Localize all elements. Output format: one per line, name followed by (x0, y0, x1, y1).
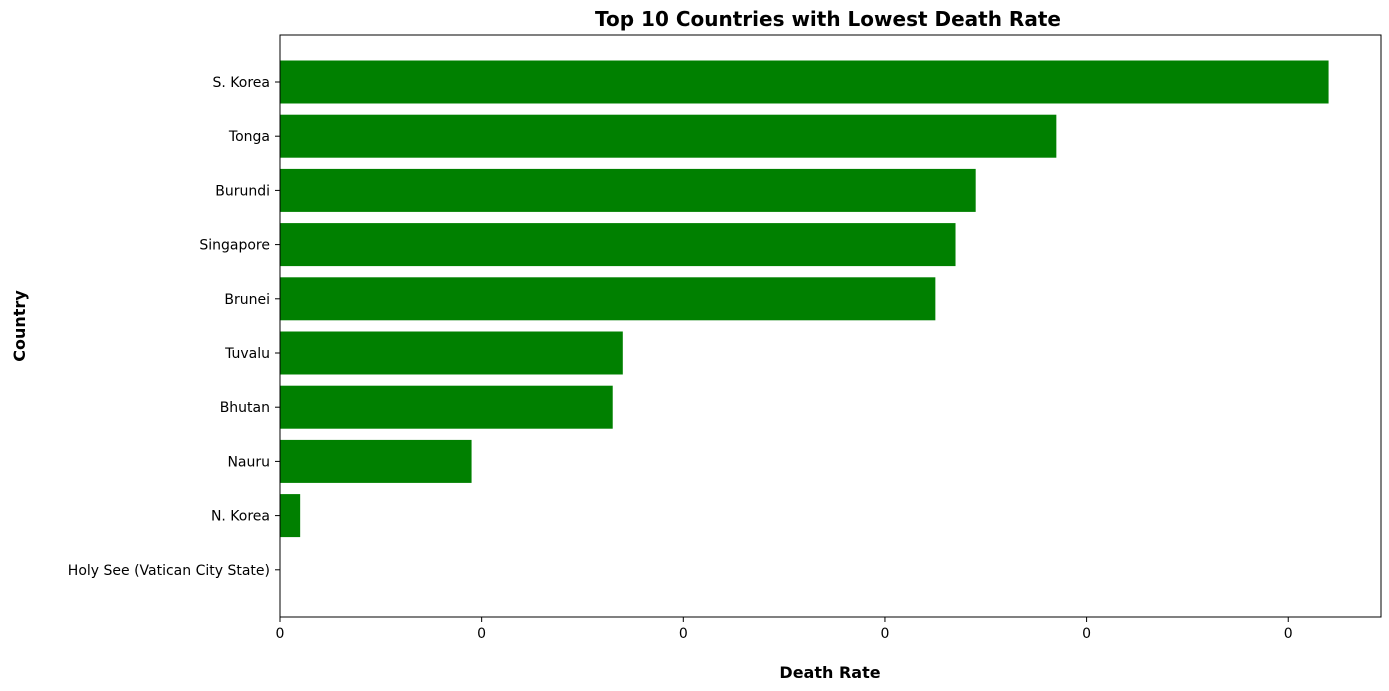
y-axis-label: Country (10, 290, 29, 362)
bar (280, 277, 936, 321)
bar (280, 385, 613, 429)
x-tick-label: 0 (679, 626, 688, 642)
chart-title: Top 10 Countries with Lowest Death Rate (595, 7, 1061, 31)
y-tick-label: N. Korea (211, 509, 270, 525)
bar (280, 223, 956, 267)
x-axis-label: Death Rate (779, 663, 880, 682)
y-tick-label: Brunei (224, 292, 270, 308)
x-tick-label: 0 (477, 626, 486, 642)
bar (280, 114, 1057, 158)
bar (280, 331, 623, 375)
x-tick-label: 0 (1082, 626, 1091, 642)
bar (280, 439, 472, 483)
bars (280, 60, 1329, 538)
bar (280, 168, 976, 212)
y-tick-label: Burundi (215, 183, 270, 199)
bar (280, 60, 1329, 104)
y-tick-label: Tonga (228, 129, 270, 145)
y-ticks: S. Korea Tonga Burundi Singapore Brunei Tuval… (68, 75, 280, 579)
plot-frame (279, 34, 1382, 618)
y-tick-label: Singapore (199, 238, 270, 254)
y-tick-label: Bhutan (220, 400, 270, 416)
bar (280, 494, 301, 538)
x-ticks: 0 0 0 0 0 0 (276, 617, 1293, 642)
y-tick-label: Tuvalu (224, 346, 270, 362)
y-tick-label: Holy See (Vatican City State) (68, 563, 270, 579)
x-tick-label: 0 (276, 626, 285, 642)
x-tick-label: 0 (1284, 626, 1293, 642)
y-tick-label: S. Korea (213, 75, 270, 91)
x-tick-label: 0 (880, 626, 889, 642)
y-tick-label: Nauru (227, 454, 270, 470)
